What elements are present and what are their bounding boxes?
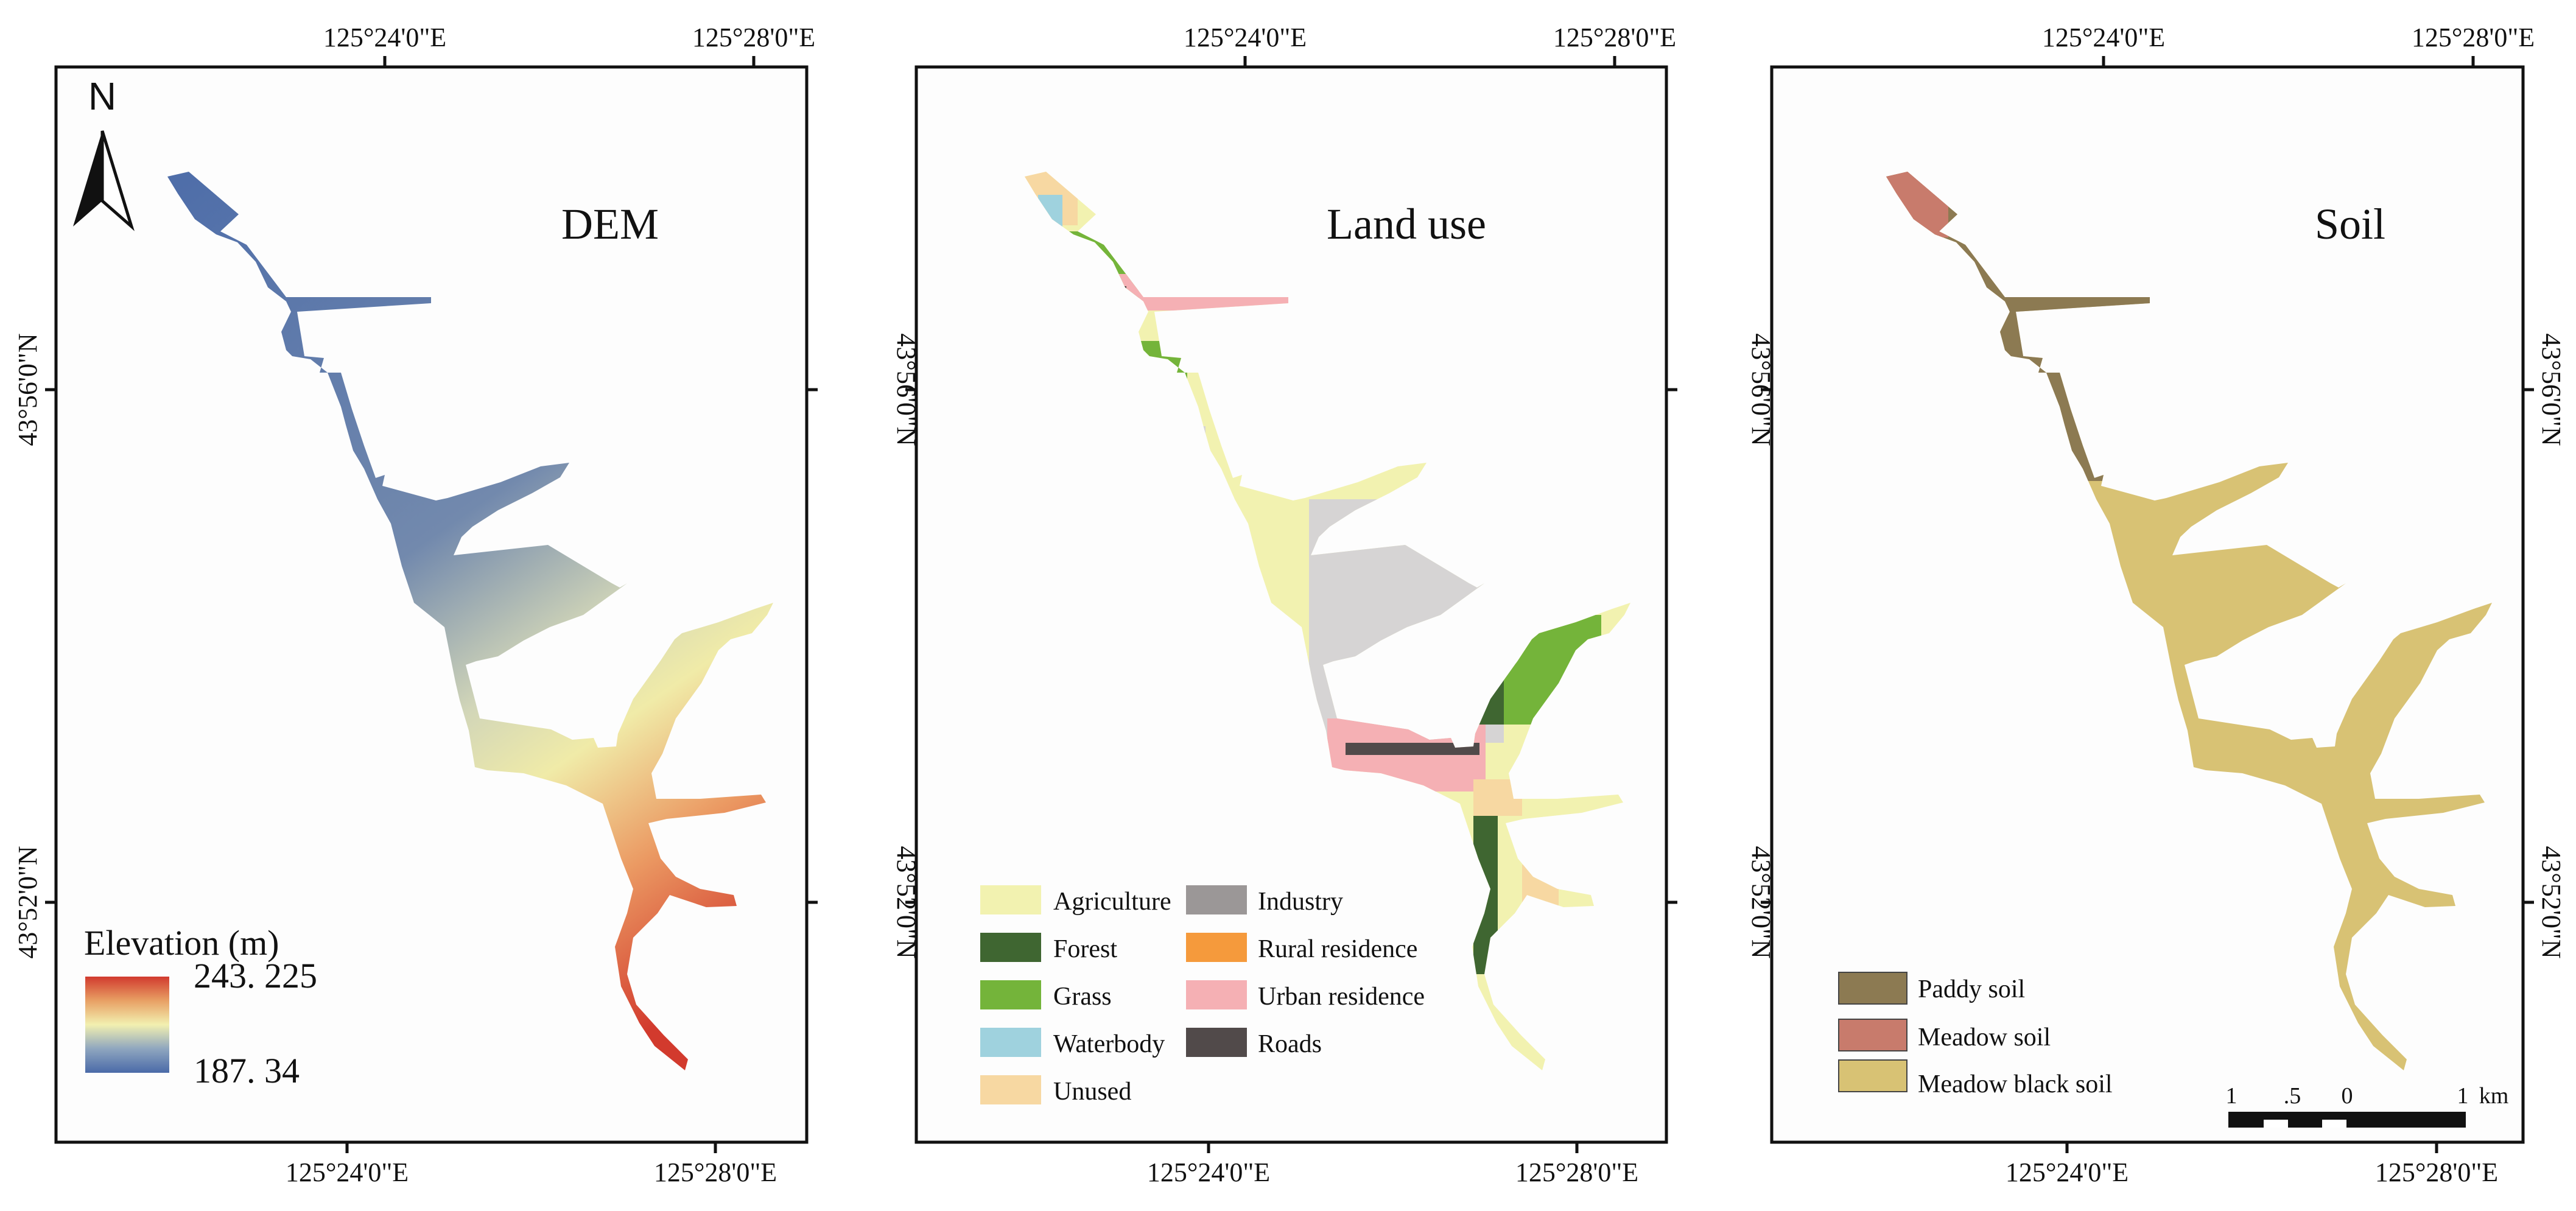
landuse-label-rural-residence: Rural residence (1258, 935, 1417, 963)
panel-soil-left-label-1: 43°56'0"N (1746, 333, 1776, 446)
panel-landuse-left-label-1: 43°56'0"N (891, 333, 921, 446)
landuse-legend: Agriculture Forest Grass Waterbody Unuse… (980, 885, 1425, 1106)
panel-soil-top-label-1: 125°24'0"E (2042, 23, 2165, 52)
panel-soil: 125°24'0"E 125°28'0"E 125°24'0"E 125°28'… (1746, 23, 2566, 1187)
landuse-label-agriculture: Agriculture (1053, 888, 1171, 916)
scale-bar: 1 .5 0 1 km (2226, 1083, 2509, 1128)
panel-soil-bottom-label-1: 125°24'0"E (2006, 1157, 2129, 1187)
landuse-label-grass: Grass (1053, 983, 1112, 1011)
panel-landuse-title: Land use (1327, 200, 1486, 248)
panel-dem-left-label-2: 43°52'0"N (13, 846, 43, 958)
elevation-legend-title: Elevation (m) (84, 923, 279, 963)
landuse-label-waterbody: Waterbody (1053, 1030, 1165, 1058)
panel-dem: 125°24'0"E 125°28'0"E 125°24'0"E 125°28'… (13, 23, 818, 1187)
soil-swatch-meadow-black (1838, 1059, 1907, 1092)
scale-label-1: 1 (2226, 1083, 2237, 1109)
panel-soil-right-label-2: 43°52'0"N (2536, 846, 2566, 958)
elevation-legend-bar (85, 977, 169, 1073)
soil-label-meadow-black: Meadow black soil (1918, 1070, 2113, 1098)
soil-legend: Paddy soil Meadow soil Meadow black soil (1838, 972, 2113, 1098)
landuse-label-urban-residence: Urban residence (1258, 983, 1425, 1011)
elevation-legend-max: 243. 225 (194, 956, 317, 995)
panel-dem-top-label-1: 125°24'0"E (323, 23, 446, 52)
landuse-label-forest: Forest (1053, 935, 1117, 963)
scale-unit: km (2479, 1083, 2509, 1109)
soil-label-meadow: Meadow soil (1918, 1023, 2051, 1051)
panel-landuse-bottom-label-2: 125°28'0"E (1515, 1157, 1638, 1187)
north-arrow-label: N (88, 74, 116, 118)
panel-landuse-bottom-label-1: 125°24'0"E (1147, 1157, 1270, 1187)
panel-soil-right-label-1: 43°56'0"N (2536, 333, 2566, 446)
panel-dem-bottom-label-1: 125°24'0"E (286, 1157, 409, 1187)
panel-landuse-top-label-2: 125°28'0"E (1553, 23, 1676, 52)
soil-swatch-meadow (1838, 1019, 1907, 1051)
panel-soil-bottom-label-2: 125°28'0"E (2375, 1157, 2498, 1187)
landuse-swatch-grass (980, 980, 1041, 1009)
landuse-swatch-industry (1186, 885, 1247, 914)
landuse-swatch-agriculture (980, 885, 1041, 914)
landuse-label-unused: Unused (1053, 1078, 1131, 1106)
landuse-swatch-urban-residence (1186, 980, 1247, 1009)
panel-soil-frame (1770, 65, 2525, 1144)
panel-landuse-left-label-2: 43°52'0"N (891, 846, 921, 958)
elevation-legend-min: 187. 34 (194, 1051, 300, 1090)
soil-label-paddy: Paddy soil (1918, 975, 2025, 1003)
panel-dem-top-label-2: 125°28'0"E (692, 23, 815, 52)
panel-soil-title: Soil (2315, 200, 2385, 248)
panel-dem-ticks (45, 56, 818, 1153)
north-arrow-icon (73, 130, 135, 231)
panel-soil-ticks (1761, 56, 2534, 1153)
landuse-swatch-roads (1186, 1028, 1247, 1057)
panel-soil-left-label-2: 43°52'0"N (1746, 846, 1776, 958)
soil-swatch-paddy (1838, 972, 1907, 1005)
landuse-swatch-unused (980, 1075, 1041, 1104)
panel-landuse: 125°24'0"E 125°28'0"E 125°24'0"E 125°28'… (891, 23, 1677, 1187)
panel-landuse-top-label-1: 125°24'0"E (1184, 23, 1307, 52)
panel-dem-title: DEM (561, 200, 659, 248)
landuse-swatch-rural-residence (1186, 933, 1247, 962)
panel-dem-left-label-1: 43°56'0"N (13, 333, 43, 446)
scale-label-0: 0 (2342, 1083, 2353, 1109)
scale-label-half: .5 (2284, 1083, 2301, 1109)
scale-label-1-right: 1 (2457, 1083, 2469, 1109)
panel-landuse-ticks (905, 56, 1677, 1153)
landuse-swatch-forest (980, 933, 1041, 962)
panel-dem-bottom-label-2: 125°28'0"E (654, 1157, 777, 1187)
landuse-label-industry: Industry (1258, 888, 1343, 916)
landuse-swatch-waterbody (980, 1028, 1041, 1057)
landuse-label-roads: Roads (1258, 1030, 1322, 1058)
panel-soil-top-label-2: 125°28'0"E (2412, 23, 2535, 52)
